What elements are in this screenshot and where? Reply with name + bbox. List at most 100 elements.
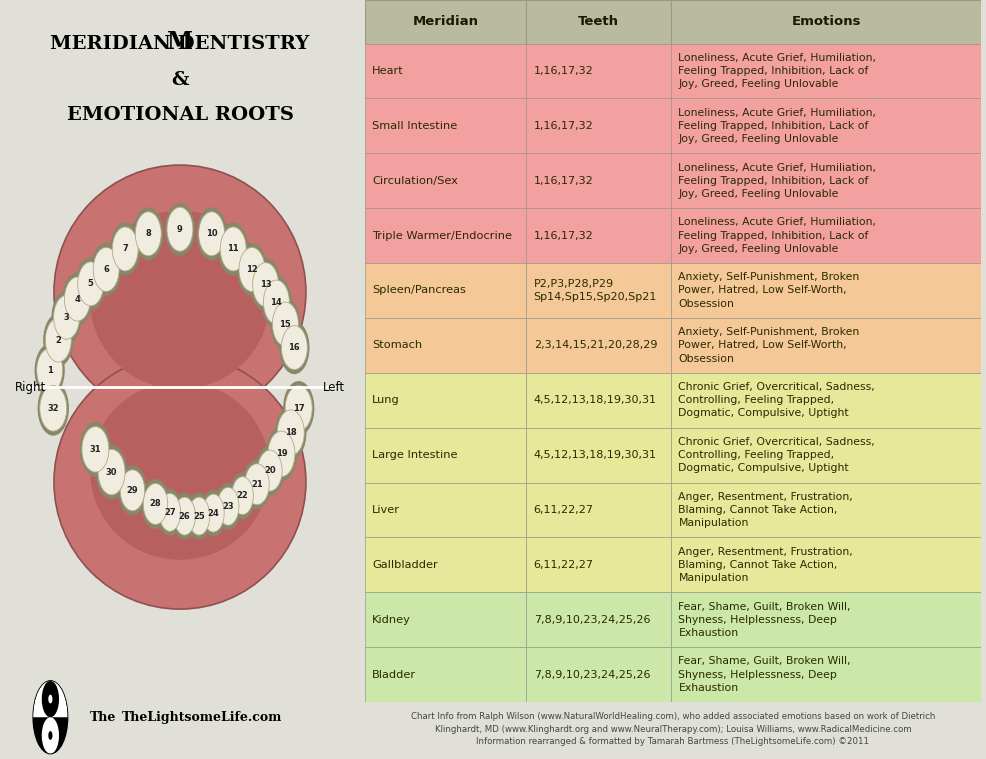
Ellipse shape: [215, 483, 242, 530]
Text: Chronic Grief, Overcritical, Sadness,
Controlling, Feeling Trapped,
Dogmatic, Co: Chronic Grief, Overcritical, Sadness, Co…: [678, 382, 876, 418]
Text: 1,16,17,32: 1,16,17,32: [533, 121, 594, 131]
Ellipse shape: [239, 247, 265, 291]
Text: Large Intestine: Large Intestine: [372, 450, 458, 460]
Ellipse shape: [141, 479, 170, 529]
Ellipse shape: [35, 344, 65, 397]
Text: 23: 23: [223, 502, 234, 511]
FancyBboxPatch shape: [365, 592, 527, 647]
Text: 5: 5: [88, 279, 94, 288]
Text: 27: 27: [164, 508, 176, 517]
Text: 3: 3: [64, 313, 69, 322]
Text: 22: 22: [237, 491, 248, 500]
Ellipse shape: [200, 490, 227, 537]
Ellipse shape: [37, 381, 69, 436]
Ellipse shape: [45, 318, 71, 362]
FancyBboxPatch shape: [527, 373, 671, 427]
Text: 2,3,14,15,21,20,28,29: 2,3,14,15,21,20,28,29: [533, 340, 658, 351]
Ellipse shape: [285, 386, 313, 431]
Text: Anxiety, Self-Punishment, Broken
Power, Hatred, Low Self-Worth,
Obsession: Anxiety, Self-Punishment, Broken Power, …: [678, 272, 860, 309]
Ellipse shape: [252, 263, 279, 307]
FancyBboxPatch shape: [671, 99, 981, 153]
Text: The: The: [90, 710, 116, 724]
Ellipse shape: [272, 302, 299, 346]
FancyBboxPatch shape: [527, 263, 671, 318]
Text: 15: 15: [279, 320, 291, 329]
Text: Loneliness, Acute Grief, Humiliation,
Feeling Trapped, Inhibition, Lack of
Joy, : Loneliness, Acute Grief, Humiliation, Fe…: [678, 217, 877, 254]
Ellipse shape: [80, 422, 111, 477]
Ellipse shape: [39, 386, 67, 431]
Text: 14: 14: [270, 298, 282, 307]
FancyBboxPatch shape: [671, 647, 981, 702]
Text: 29: 29: [126, 486, 138, 495]
Ellipse shape: [64, 277, 91, 321]
Ellipse shape: [135, 212, 162, 256]
Text: Circulation/Sex: Circulation/Sex: [372, 176, 458, 186]
Text: 1,16,17,32: 1,16,17,32: [533, 66, 594, 76]
Text: Anger, Resentment, Frustration,
Blaming, Cannot Take Action,
Manipulation: Anger, Resentment, Frustration, Blaming,…: [678, 546, 853, 583]
Ellipse shape: [143, 483, 168, 524]
Text: 13: 13: [259, 280, 271, 289]
Circle shape: [34, 681, 68, 754]
FancyBboxPatch shape: [365, 537, 527, 592]
Circle shape: [48, 694, 52, 704]
Ellipse shape: [172, 493, 197, 540]
Text: 7,8,9,10,23,24,25,26: 7,8,9,10,23,24,25,26: [533, 669, 650, 679]
Text: 9: 9: [177, 225, 182, 234]
Text: 24: 24: [207, 509, 219, 518]
Text: 1,16,17,32: 1,16,17,32: [533, 231, 594, 241]
Text: Liver: Liver: [372, 505, 400, 515]
Text: TheLightsomeLife.com: TheLightsomeLife.com: [122, 710, 283, 724]
FancyBboxPatch shape: [365, 43, 527, 99]
Text: 28: 28: [150, 499, 162, 509]
Ellipse shape: [51, 291, 82, 344]
Ellipse shape: [257, 450, 282, 491]
Ellipse shape: [281, 326, 308, 370]
Ellipse shape: [54, 354, 306, 609]
Text: MERIDIAN DENTISTRY: MERIDIAN DENTISTRY: [50, 35, 310, 53]
FancyBboxPatch shape: [671, 427, 981, 483]
Text: 19: 19: [276, 449, 287, 458]
Circle shape: [41, 681, 59, 717]
Ellipse shape: [245, 464, 269, 505]
Text: Triple Warmer/Endocrine: Triple Warmer/Endocrine: [372, 231, 512, 241]
Text: &: &: [172, 71, 188, 89]
Ellipse shape: [112, 227, 138, 271]
Text: 6,11,22,27: 6,11,22,27: [533, 505, 594, 515]
Text: Loneliness, Acute Grief, Humiliation,
Feeling Trapped, Inhibition, Lack of
Joy, : Loneliness, Acute Grief, Humiliation, Fe…: [678, 53, 877, 89]
Ellipse shape: [220, 227, 246, 271]
Ellipse shape: [279, 321, 310, 374]
Text: 11: 11: [228, 244, 239, 254]
FancyBboxPatch shape: [527, 483, 671, 537]
Ellipse shape: [82, 427, 108, 472]
Ellipse shape: [174, 497, 195, 535]
FancyBboxPatch shape: [527, 153, 671, 208]
Text: 21: 21: [251, 480, 263, 489]
Ellipse shape: [165, 203, 195, 256]
Text: Gallbladder: Gallbladder: [372, 560, 438, 570]
Ellipse shape: [277, 410, 305, 455]
Ellipse shape: [261, 276, 292, 329]
Text: Meridian: Meridian: [412, 15, 478, 28]
Ellipse shape: [268, 431, 295, 477]
Ellipse shape: [255, 446, 284, 496]
Circle shape: [41, 717, 59, 754]
Text: 32: 32: [47, 404, 59, 413]
Ellipse shape: [243, 459, 271, 509]
FancyBboxPatch shape: [365, 318, 527, 373]
Ellipse shape: [232, 477, 253, 515]
Ellipse shape: [120, 470, 145, 511]
Text: 17: 17: [293, 404, 305, 413]
Ellipse shape: [202, 494, 224, 532]
Text: Fear, Shame, Guilt, Broken Will,
Shyness, Helplessness, Deep
Exhaustion: Fear, Shame, Guilt, Broken Will, Shyness…: [678, 657, 851, 693]
Ellipse shape: [43, 313, 73, 367]
Text: 4,5,12,13,18,19,30,31: 4,5,12,13,18,19,30,31: [533, 395, 657, 405]
Ellipse shape: [270, 298, 301, 351]
Text: 30: 30: [106, 468, 117, 477]
FancyBboxPatch shape: [671, 153, 981, 208]
FancyBboxPatch shape: [527, 537, 671, 592]
Ellipse shape: [275, 405, 307, 460]
FancyBboxPatch shape: [671, 0, 981, 43]
Text: M: M: [167, 30, 193, 54]
Ellipse shape: [230, 472, 255, 519]
Wedge shape: [34, 681, 68, 717]
